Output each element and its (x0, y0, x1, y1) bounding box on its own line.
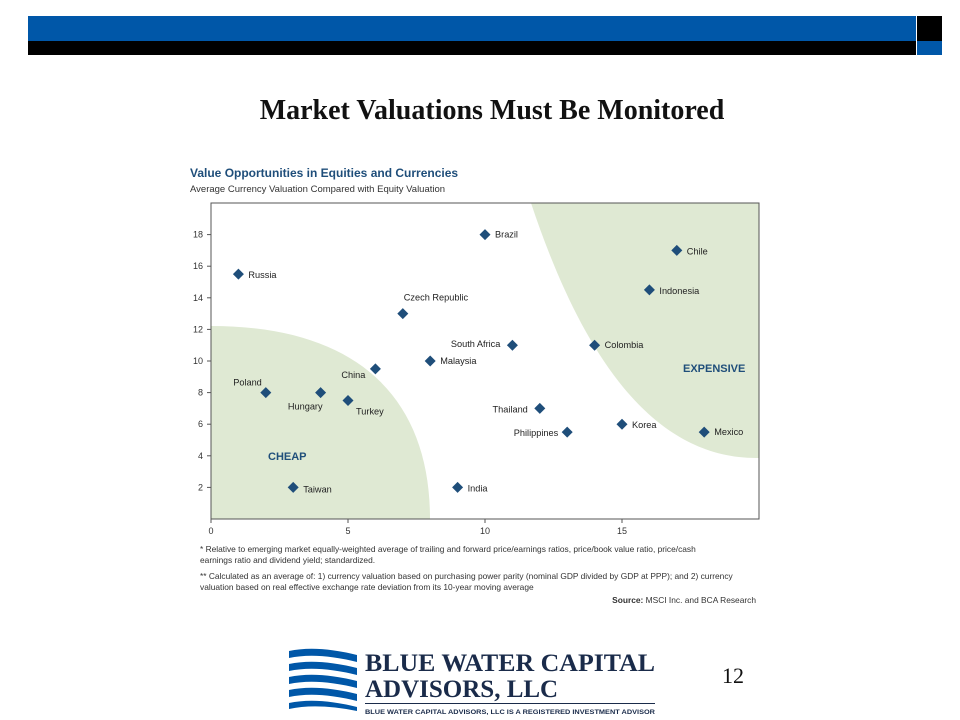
y-axis: 2 4 6 8 10 12 14 16 18 (193, 230, 211, 492)
data-point-label: Taiwan (303, 484, 332, 494)
expensive-region (531, 203, 759, 459)
source-label: Source: (612, 595, 643, 605)
data-point-label: Czech Republic (404, 293, 469, 303)
slide-title: Market Valuations Must Be Monitored (259, 95, 725, 126)
header-corner-blue (917, 41, 942, 55)
data-point-label: Korea (632, 420, 657, 430)
expensive-label: EXPENSIVE (683, 363, 745, 375)
data-point-label: Brazil (495, 230, 518, 240)
x-tick-label: 5 (345, 526, 350, 536)
cheap-label: CHEAP (268, 451, 307, 463)
scatter-chart: Value Opportunities in Equities and Curr… (190, 166, 760, 605)
data-point-label: Thailand (493, 404, 528, 414)
data-point-marker (698, 426, 710, 438)
y-tick-label: 18 (193, 230, 203, 240)
data-point-marker (616, 418, 628, 430)
data-point-marker (369, 363, 381, 375)
y-tick-label: 6 (198, 419, 203, 429)
data-point-marker (589, 339, 601, 351)
logo-line-2: ADVISORS, LLC (365, 676, 558, 703)
logo-line-1: BLUE WATER CAPITAL (365, 650, 655, 677)
data-point-marker (342, 395, 354, 406)
footnote-1-cont: earnings ratio and dividend yield; stand… (200, 555, 375, 565)
data-point-label: Colombia (605, 340, 645, 350)
data-point-label: Mexico (714, 427, 743, 437)
logo-tagline-rule (365, 703, 655, 704)
y-tick-label: 16 (193, 261, 203, 271)
data-point-marker (452, 481, 464, 493)
data-point-marker (424, 355, 436, 367)
header-blue-bar (28, 16, 916, 41)
y-tick-label: 14 (193, 293, 203, 303)
data-point-marker (397, 308, 409, 320)
data-point-marker (315, 387, 327, 399)
data-point-label: South Africa (451, 339, 501, 349)
data-points: Russia Poland Hungary Turkey China Taiwan Czec… (232, 229, 743, 494)
data-point-marker (479, 229, 491, 241)
source-text: MSCI Inc. and BCA Research (646, 595, 757, 605)
data-point-label: Indonesia (659, 286, 700, 296)
data-point-marker (534, 402, 546, 414)
x-tick-label: 10 (480, 526, 490, 536)
data-point-label: Chile (687, 246, 708, 256)
cheap-region (211, 326, 430, 519)
data-point-label: Russia (248, 270, 277, 280)
data-point-label: India (468, 483, 489, 493)
data-point-marker (643, 284, 655, 296)
data-point-marker (232, 268, 244, 280)
data-point-marker (506, 339, 518, 351)
data-point-label: Turkey (356, 407, 384, 417)
header-corner-black (917, 16, 942, 41)
company-logo: BLUE WATER CAPITAL ADVISORS, LLC BLUE WA… (289, 648, 656, 716)
x-tick-label: 15 (617, 526, 627, 536)
data-point-marker (671, 244, 683, 256)
data-point-label: China (341, 370, 366, 380)
x-tick-label: 0 (208, 526, 213, 536)
page-number: 12 (722, 663, 744, 688)
data-point-marker (287, 481, 299, 493)
footnote-1: * Relative to emerging market equally-we… (200, 544, 696, 554)
chart-title: Value Opportunities in Equities and Curr… (190, 166, 458, 180)
footnote-2-cont: valuation based on real effective exchan… (200, 582, 534, 592)
y-tick-label: 2 (198, 482, 203, 492)
data-point-marker (561, 426, 573, 438)
wave-mark-icon (289, 648, 357, 711)
footnote-2: ** Calculated as an average of: 1) curre… (200, 571, 734, 581)
data-point-marker (260, 387, 272, 399)
x-axis: 0 5 10 15 (208, 519, 627, 536)
header-black-bar (28, 41, 916, 55)
logo-tagline: BLUE WATER CAPITAL ADVISORS, LLC IS A RE… (365, 710, 656, 716)
data-point-label: Philippines (514, 428, 559, 438)
y-tick-label: 8 (198, 388, 203, 398)
chart-subtitle: Average Currency Valuation Compared with… (190, 184, 445, 195)
source-line: Source: MSCI Inc. and BCA Research (612, 595, 756, 605)
y-tick-label: 12 (193, 324, 203, 334)
data-point-label: Poland (233, 378, 262, 388)
data-point-label: Hungary (288, 402, 323, 412)
data-point-label: Malaysia (440, 356, 477, 366)
y-tick-label: 10 (193, 356, 203, 366)
y-tick-label: 4 (198, 451, 203, 461)
